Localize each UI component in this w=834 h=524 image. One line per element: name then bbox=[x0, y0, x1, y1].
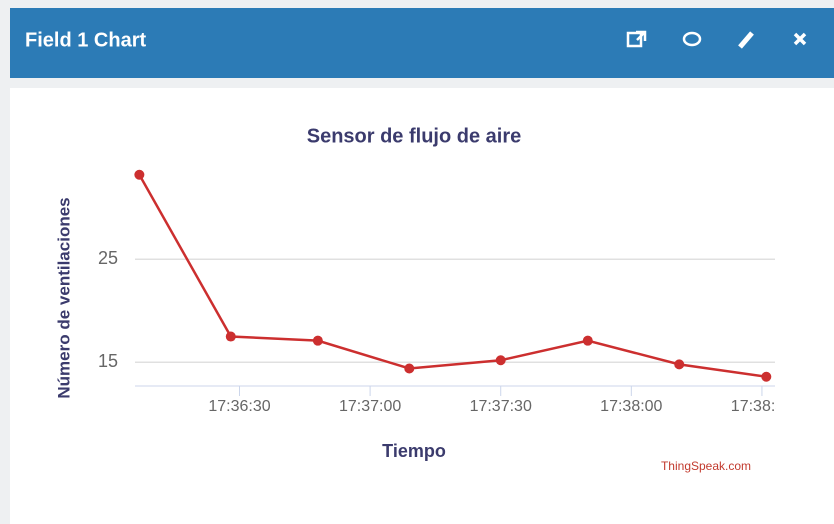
data-point bbox=[312, 335, 323, 346]
x-tick-label: 17:37:00 bbox=[339, 398, 401, 415]
data-point bbox=[674, 359, 685, 370]
data-point bbox=[134, 169, 145, 180]
x-tick-label: 17:38:30 bbox=[731, 398, 793, 415]
close-icon[interactable] bbox=[793, 32, 807, 46]
y-tick-label: 15 bbox=[98, 351, 118, 371]
comment-icon[interactable] bbox=[682, 31, 702, 47]
data-point bbox=[225, 331, 236, 342]
series-line bbox=[138, 174, 767, 378]
y-axis-label: Número de ventilaciones bbox=[54, 197, 73, 398]
plot: 15 25 17:36:30 17:37:00 17:37:30 17:38:00 17:3… bbox=[98, 169, 793, 415]
y-tick-label: 25 bbox=[98, 248, 118, 268]
edit-icon[interactable] bbox=[738, 31, 754, 49]
x-tick-label: 17:37:30 bbox=[470, 398, 532, 415]
x-tick-label: 17:38:00 bbox=[600, 398, 662, 415]
data-point bbox=[761, 371, 772, 382]
chart-panel bbox=[10, 88, 834, 524]
open-icon[interactable] bbox=[626, 30, 647, 48]
header-title: Field 1 Chart bbox=[25, 29, 146, 51]
data-point bbox=[495, 355, 506, 366]
data-point bbox=[404, 363, 415, 374]
chart-title: Sensor de flujo de aire bbox=[307, 125, 522, 147]
data-point bbox=[582, 335, 593, 346]
x-tick-label: 17:36:30 bbox=[208, 398, 270, 415]
header-icons bbox=[626, 30, 807, 49]
credit: ThingSpeak.com bbox=[661, 459, 751, 473]
x-axis-label: Tiempo bbox=[382, 441, 446, 461]
